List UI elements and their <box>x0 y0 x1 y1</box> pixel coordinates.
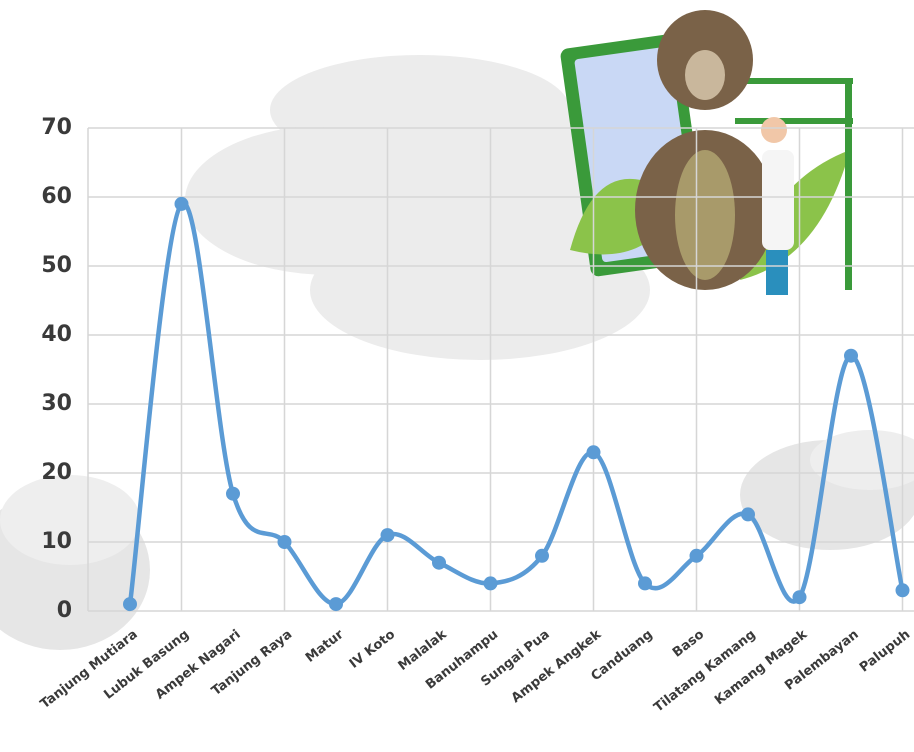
y-tick-label: 0 <box>57 598 72 623</box>
background-decoration <box>0 10 914 650</box>
point <box>895 583 910 598</box>
x-tick-label: Kamang Magek <box>712 627 810 708</box>
point <box>329 597 343 612</box>
x-tick-label: Matur <box>303 627 347 666</box>
x-tick-label: Ampek Nagari <box>153 627 244 703</box>
point <box>174 196 189 211</box>
point <box>844 348 858 363</box>
point <box>638 576 652 591</box>
point <box>226 486 240 501</box>
point <box>586 445 601 460</box>
x-tick-label: Baso <box>670 627 707 661</box>
x-tick-label: Palupuh <box>857 627 913 675</box>
point <box>535 548 549 563</box>
y-tick-label: 50 <box>41 253 72 278</box>
y-tick-label: 10 <box>41 529 72 554</box>
x-tick-label: IV Koto <box>347 627 398 672</box>
x-tick-label: Lubuk Basung <box>101 627 192 703</box>
point <box>123 597 137 612</box>
point <box>483 576 498 591</box>
point <box>380 528 395 543</box>
point <box>277 535 292 549</box>
point <box>432 555 446 570</box>
point <box>689 548 704 563</box>
y-tick-label: 70 <box>41 115 72 140</box>
point <box>741 507 755 522</box>
y-tick-label: 20 <box>41 460 72 485</box>
y-tick-label: 40 <box>41 322 72 347</box>
y-tick-label: 60 <box>41 184 72 209</box>
x-tick-label: Ampek Angkek <box>509 627 605 706</box>
y-tick-label: 30 <box>41 391 72 416</box>
point <box>792 590 807 605</box>
